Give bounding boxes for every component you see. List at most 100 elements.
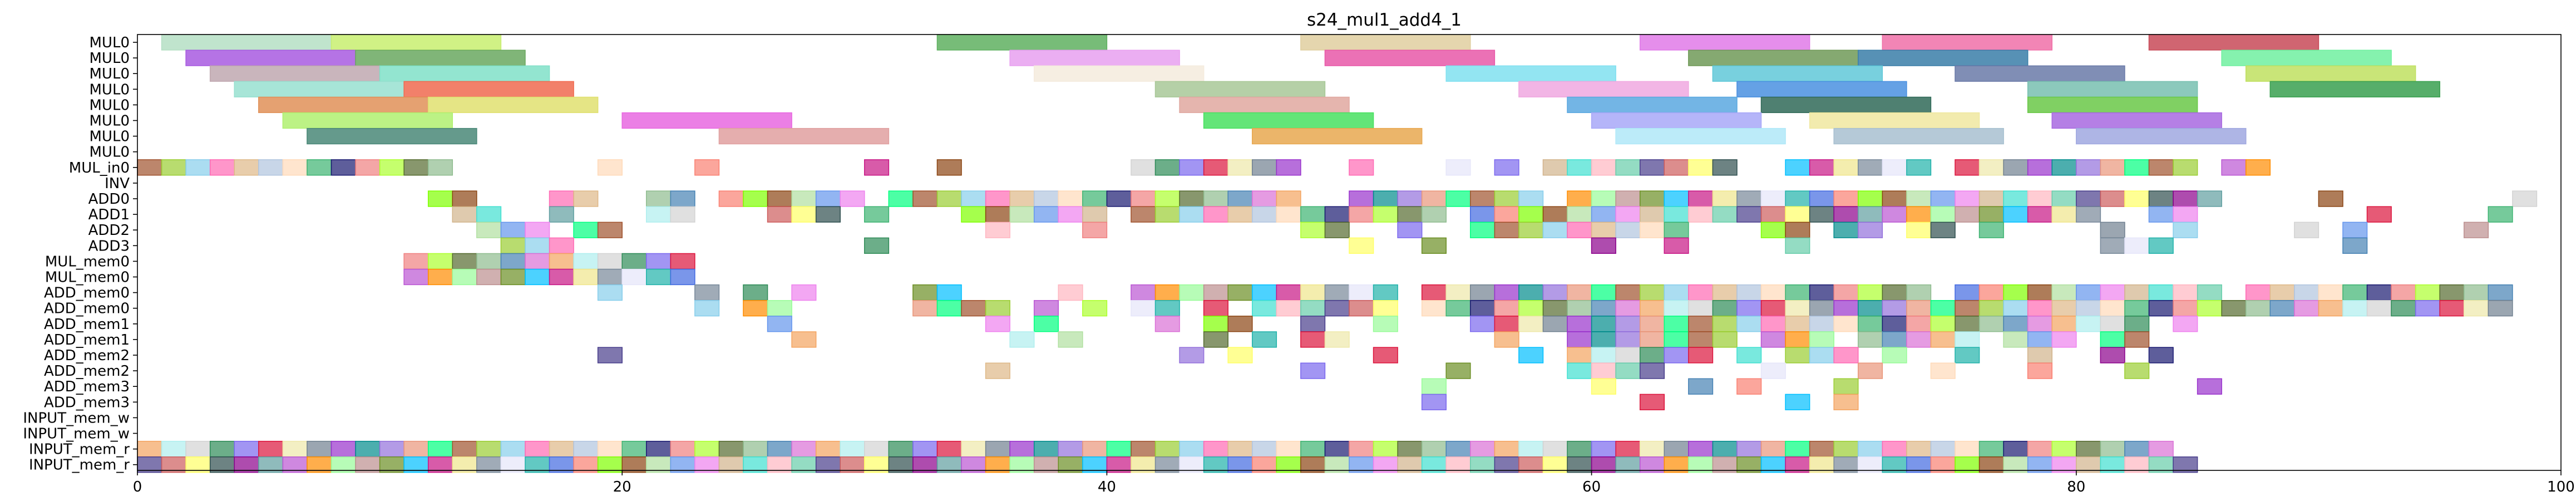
gantt-cell [1930, 440, 1956, 458]
gantt-cell [2027, 456, 2052, 473]
gantt-bar [379, 65, 550, 82]
gantt-cell [1106, 440, 1132, 458]
gantt-cell [2003, 300, 2029, 317]
gantt-cell [1373, 347, 1398, 364]
gantt-cell [2124, 237, 2150, 254]
gantt-cell [1736, 206, 1762, 223]
gantt-cell [1712, 331, 1738, 348]
gantt-cell [1421, 440, 1447, 458]
y-tick-label: INPUT_mem_w [23, 426, 130, 443]
gantt-cell [1736, 190, 1762, 207]
gantt-cell [2269, 284, 2295, 301]
gantt-bar [2051, 112, 2222, 129]
gantt-cell [1978, 190, 2004, 207]
gantt-cell [1955, 347, 1980, 364]
gantt-cell [912, 440, 938, 458]
gantt-cell [403, 159, 429, 176]
gantt-cell [2173, 222, 2198, 238]
gantt-cell [234, 159, 259, 176]
gantt-cell [1955, 316, 1980, 332]
gantt-cell [2197, 284, 2222, 301]
gantt-cell [1760, 316, 1786, 332]
y-tick-label: MUL0 [90, 35, 130, 51]
gantt-cell [815, 190, 841, 207]
gantt-cell [1785, 347, 1810, 364]
gantt-cell [307, 159, 332, 176]
gantt-cell [452, 268, 477, 286]
gantt-cell [379, 456, 404, 473]
gantt-cell [2148, 347, 2174, 364]
gantt-cell [2318, 190, 2343, 207]
gantt-cell [1082, 440, 1108, 458]
x-tick-label: 40 [1098, 479, 1116, 495]
gantt-cell [1470, 456, 1496, 473]
gantt-cell [525, 237, 550, 254]
gantt-cell [1591, 300, 1616, 317]
gantt-cell [1809, 284, 1834, 301]
gantt-cell [476, 268, 502, 286]
gantt-cell [1421, 300, 1447, 317]
gantt-cell [1688, 440, 1714, 458]
gantt-cell [234, 440, 259, 458]
gantt-cell [670, 456, 695, 473]
gantt-cell [1494, 456, 1519, 473]
y-tick-label: ADD1 [88, 207, 130, 223]
gantt-cell [2488, 206, 2513, 223]
gantt-cell [1445, 440, 1471, 458]
gantt-cell [985, 300, 1010, 317]
gantt-cell [694, 440, 720, 458]
gantt-cell [621, 440, 647, 458]
gantt-cell [670, 268, 695, 286]
gantt-cell [1300, 456, 1326, 473]
gantt-cell [1785, 284, 1810, 301]
y-tick-label: MUL0 [90, 50, 130, 67]
gantt-cell [2124, 190, 2150, 207]
gantt-cell [1591, 331, 1616, 348]
gantt-cell [1300, 331, 1326, 348]
gantt-cell [1785, 159, 1810, 176]
gantt-bar [2245, 65, 2416, 82]
gantt-cell [1664, 316, 1689, 332]
gantt-cell [1615, 362, 1641, 379]
gantt-cell [1421, 456, 1447, 473]
gantt-cell [1809, 316, 1834, 332]
y-tick-label: MUL0 [90, 129, 130, 145]
gantt-cell [1615, 347, 1641, 364]
gantt-cell [1494, 300, 1519, 317]
gantt-cell [1712, 284, 1738, 301]
gantt-cell [1276, 206, 1301, 223]
gantt-cell [1252, 300, 1277, 317]
gantt-cell [1058, 456, 1083, 473]
gantt-cell [1785, 190, 1810, 207]
gantt-cell [1785, 331, 1810, 348]
gantt-cell [1955, 300, 1980, 317]
gantt-cell [1227, 284, 1253, 301]
gantt-cell [1470, 222, 1496, 238]
gantt-cell [1276, 440, 1301, 458]
gantt-cell [1591, 362, 1616, 379]
gantt-cell [161, 159, 186, 176]
gantt-cell [1518, 206, 1544, 223]
gantt-cell [1373, 440, 1398, 458]
gantt-bar [1518, 81, 1689, 97]
gantt-cell [1131, 206, 1156, 223]
gantt-cell [2221, 300, 2247, 317]
gantt-cell [1203, 440, 1228, 458]
gantt-cell [1518, 316, 1544, 332]
gantt-cell [500, 268, 526, 286]
gantt-cell [1324, 331, 1350, 348]
gantt-cell [1058, 284, 1083, 301]
gantt-bar [1009, 50, 1180, 66]
gantt-cell [1760, 206, 1786, 223]
gantt-cell [694, 284, 720, 301]
gantt-cell [1930, 316, 1956, 332]
gantt-cell [985, 190, 1010, 207]
gantt-cell [597, 159, 623, 176]
gantt-cell [2051, 284, 2077, 301]
gantt-cell [1882, 284, 1907, 301]
gantt-cell [1349, 190, 1374, 207]
gantt-cell [2100, 347, 2125, 364]
gantt-cell [1324, 222, 1350, 238]
gantt-cell [621, 253, 647, 270]
gantt-cell [718, 190, 744, 207]
